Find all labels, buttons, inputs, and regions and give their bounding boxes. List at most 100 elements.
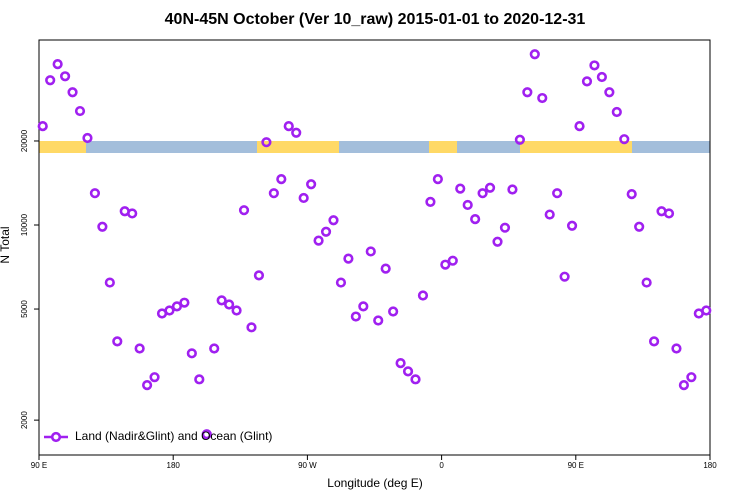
point xyxy=(470,213,481,225)
land-band xyxy=(520,141,632,153)
land-band xyxy=(257,141,339,153)
point xyxy=(238,205,250,216)
point xyxy=(134,343,145,354)
point xyxy=(581,76,593,87)
point xyxy=(574,121,585,132)
point xyxy=(268,188,279,199)
point xyxy=(701,305,712,316)
point xyxy=(89,188,101,199)
point xyxy=(634,221,645,232)
point xyxy=(462,199,473,211)
y-tick-label: 5000 xyxy=(20,300,29,318)
x-tick-label: 180 xyxy=(703,461,717,470)
chart-title: 40N-45N October (Ver 10_raw) 2015-01-01 … xyxy=(165,11,586,28)
point xyxy=(589,60,600,71)
point xyxy=(67,87,78,98)
x-tick-label: 180 xyxy=(167,461,181,470)
y-tick-label: 10000 xyxy=(20,213,29,236)
point xyxy=(529,49,540,60)
point xyxy=(104,277,115,288)
point xyxy=(253,270,265,281)
point xyxy=(216,295,227,306)
point xyxy=(194,374,205,385)
point xyxy=(320,226,332,237)
point xyxy=(425,196,436,207)
point xyxy=(343,253,354,264)
point xyxy=(447,255,458,266)
land-band xyxy=(429,141,457,153)
point xyxy=(641,277,652,288)
point xyxy=(291,127,302,138)
legend-marker xyxy=(50,431,62,443)
point xyxy=(596,71,607,83)
point xyxy=(499,222,511,233)
point xyxy=(604,87,615,98)
point xyxy=(514,134,525,145)
point xyxy=(477,188,488,199)
point xyxy=(52,59,63,70)
point xyxy=(231,305,242,316)
point xyxy=(671,343,682,354)
point xyxy=(365,246,376,257)
point xyxy=(171,301,183,312)
point xyxy=(395,358,406,369)
land-ocean-strip xyxy=(39,141,710,153)
point xyxy=(112,336,123,347)
plot-frame xyxy=(38,39,711,456)
point xyxy=(380,263,391,274)
point xyxy=(432,174,443,185)
point xyxy=(373,315,384,326)
point xyxy=(350,311,361,322)
y-axis-label: N Total xyxy=(0,226,12,263)
point xyxy=(224,299,235,310)
point xyxy=(611,106,622,118)
point xyxy=(402,366,414,377)
x-tick-label: 90 E xyxy=(568,461,584,470)
point xyxy=(566,220,578,231)
point xyxy=(522,87,533,98)
point xyxy=(537,92,548,104)
point xyxy=(619,134,630,145)
point xyxy=(201,429,212,440)
x-tick-label: 90 W xyxy=(298,461,317,470)
point xyxy=(164,305,175,316)
point xyxy=(37,121,48,132)
point xyxy=(82,132,93,144)
y-tick-label: 2000 xyxy=(20,411,29,429)
point xyxy=(74,105,86,117)
point xyxy=(59,71,71,82)
point xyxy=(648,336,660,347)
point xyxy=(179,297,190,308)
point xyxy=(358,301,369,312)
point xyxy=(186,348,197,359)
point xyxy=(142,379,153,391)
point xyxy=(127,208,138,219)
point xyxy=(388,306,399,317)
point xyxy=(276,174,287,185)
point xyxy=(559,271,570,282)
x-tick-label: 90 E xyxy=(31,461,47,470)
point xyxy=(417,290,429,301)
point xyxy=(410,374,421,385)
legend-label: Land (Nadir&Glint) and Ocean (Glint) xyxy=(75,429,272,443)
point xyxy=(484,182,496,193)
x-tick-label: 0 xyxy=(439,461,444,470)
point xyxy=(678,379,690,391)
point xyxy=(440,259,451,270)
point xyxy=(246,322,257,333)
point xyxy=(335,277,347,288)
point xyxy=(686,372,697,383)
point xyxy=(552,188,563,199)
point xyxy=(283,121,294,132)
point xyxy=(45,75,56,86)
land-band xyxy=(39,141,86,153)
point xyxy=(328,215,339,226)
point xyxy=(149,372,160,383)
point xyxy=(492,236,503,247)
point xyxy=(507,184,518,195)
point xyxy=(544,209,555,220)
x-axis-label: Longitude (deg E) xyxy=(327,476,422,490)
y-tick-label: 20000 xyxy=(20,129,29,152)
point xyxy=(455,183,466,194)
